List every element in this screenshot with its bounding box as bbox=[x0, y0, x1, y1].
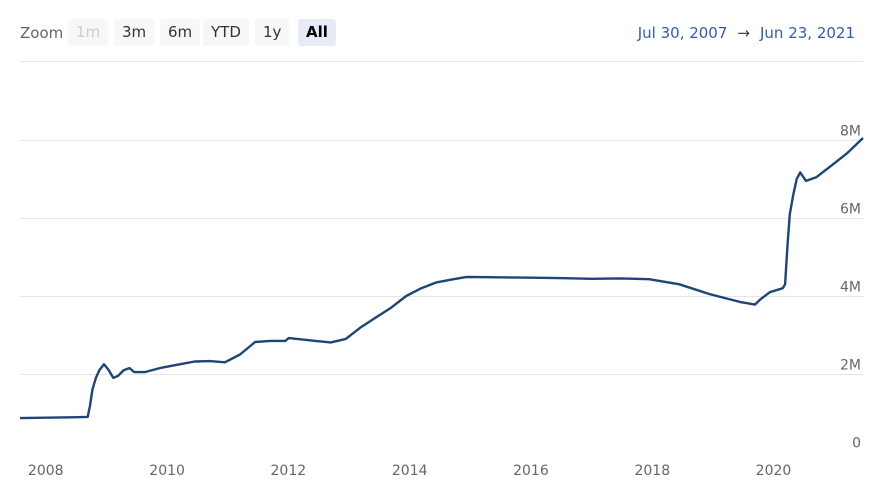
series-layer bbox=[19, 137, 864, 420]
y-tick-label: 6M bbox=[840, 202, 861, 218]
zoom-all-button[interactable]: All bbox=[298, 19, 336, 46]
x-tick-label: 2020 bbox=[756, 463, 792, 479]
range-from-date[interactable]: Jul 30, 2007 bbox=[637, 24, 728, 42]
range-selector: Zoom 1m 3m 6m YTD 1y All Jul 30, 2007 → Ju… bbox=[0, 0, 881, 62]
x-tick-label: 2008 bbox=[28, 463, 64, 479]
zoom-6m-button[interactable]: 6m bbox=[160, 19, 201, 46]
zoom-3m-button[interactable]: 3m bbox=[114, 19, 155, 46]
x-axis-labels: 2008 2010 2012 2014 2016 2018 2020 bbox=[28, 463, 791, 479]
grid-lines bbox=[20, 61, 863, 375]
x-tick-label: 2010 bbox=[149, 463, 185, 479]
zoom-ytd-button[interactable]: YTD bbox=[203, 19, 249, 46]
y-axis-labels: 0 2M 4M 6M 8M bbox=[840, 124, 861, 452]
x-tick-label: 2016 bbox=[513, 463, 549, 479]
range-arrow-icon: → bbox=[737, 24, 750, 42]
series-line bbox=[19, 137, 864, 420]
x-tick-label: 2014 bbox=[392, 463, 428, 479]
x-tick-label: 2018 bbox=[634, 463, 670, 479]
date-range: Jul 30, 2007 → Jun 23, 2021 bbox=[638, 24, 855, 42]
range-to-date[interactable]: Jun 23, 2021 bbox=[759, 24, 855, 42]
zoom-1m-button[interactable]: 1m bbox=[68, 19, 109, 46]
x-tick-label: 2012 bbox=[271, 463, 307, 479]
zoom-1y-button[interactable]: 1y bbox=[255, 19, 290, 46]
y-tick-label: 0 bbox=[852, 436, 861, 452]
y-tick-label: 4M bbox=[840, 280, 861, 296]
zoom-label: Zoom bbox=[20, 24, 64, 42]
y-tick-label: 2M bbox=[840, 358, 861, 374]
y-tick-label: 8M bbox=[840, 124, 861, 140]
